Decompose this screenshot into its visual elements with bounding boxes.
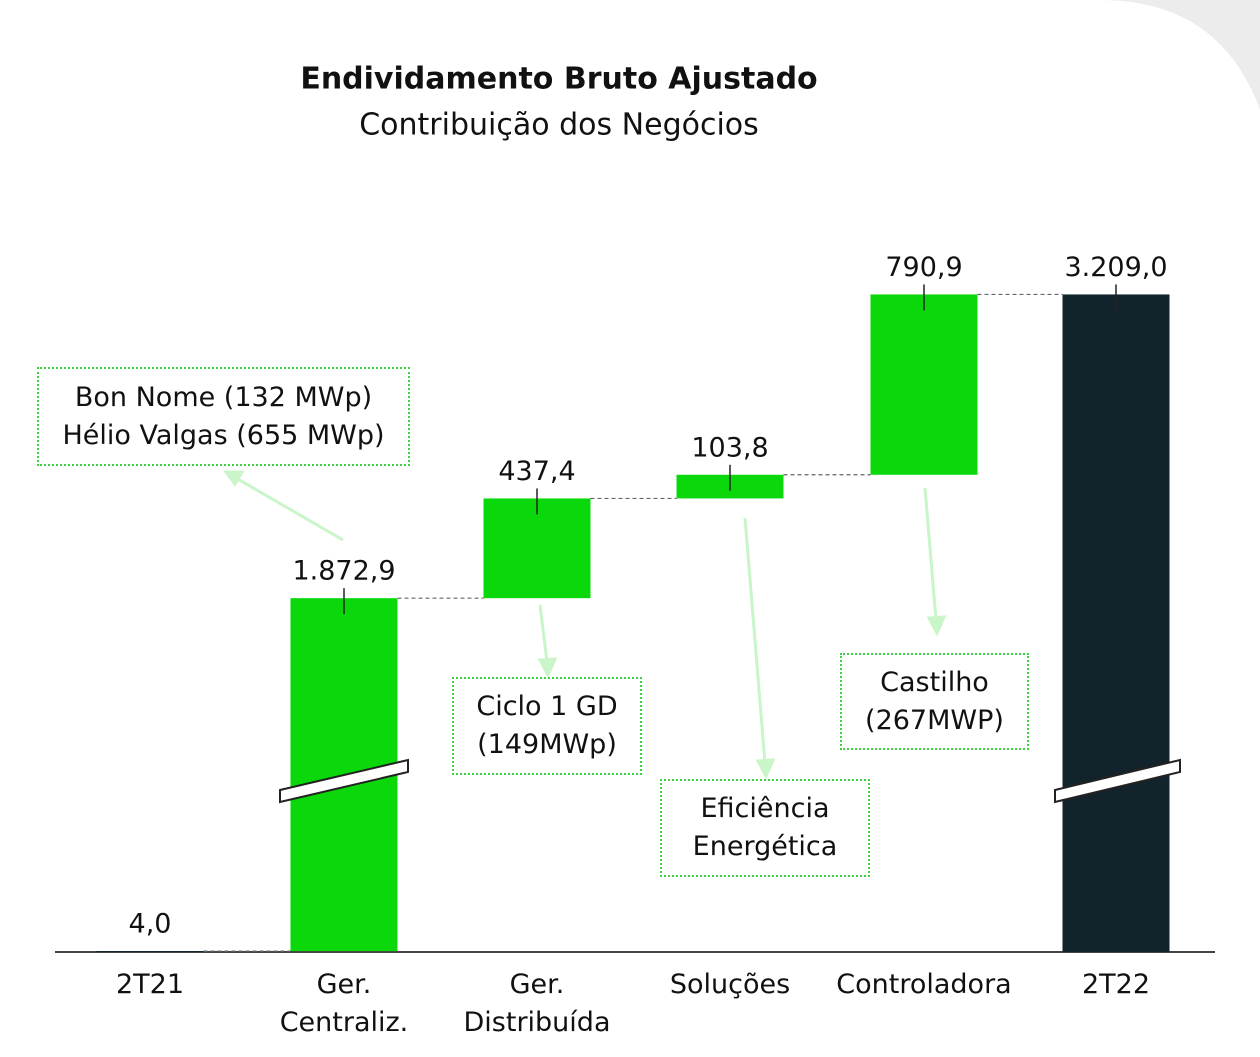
value-label: 4,0 (129, 909, 172, 940)
x-tick-label: 2T21 (115, 969, 185, 1000)
axis-break (1054, 758, 1181, 804)
chart-subtitle: Contribuição dos Negócios (359, 108, 759, 143)
annotation: Ciclo 1 GD (149MWp) (452, 677, 642, 775)
x-tick-label: Soluções (669, 969, 791, 1000)
annotation: Castilho (267MWP) (840, 653, 1029, 750)
bar (870, 294, 978, 475)
x-tick-label: Ger. Centraliz. (279, 969, 409, 1038)
axis-break (279, 758, 409, 804)
value-label: 1.872,9 (292, 556, 395, 587)
x-tick-label: Ger. Distribuída (463, 969, 611, 1038)
bar (96, 951, 204, 952)
value-label: 790,9 (885, 252, 962, 283)
x-tick-label: 2T22 (1081, 969, 1151, 1000)
x-tick-label: Controladora (836, 969, 1012, 1000)
annotation: Bon Nome (132 MWp) Hélio Valgas (655 MWp… (37, 367, 410, 466)
bar (483, 498, 591, 599)
value-label: 3.209,0 (1064, 252, 1167, 283)
chart-title: Endividamento Bruto Ajustado (300, 62, 817, 97)
bar (1062, 294, 1170, 952)
arrows (223, 470, 947, 780)
annotation: Eficiência Energética (660, 779, 870, 877)
value-label: 437,4 (498, 456, 575, 487)
value-label: 103,8 (691, 432, 768, 463)
